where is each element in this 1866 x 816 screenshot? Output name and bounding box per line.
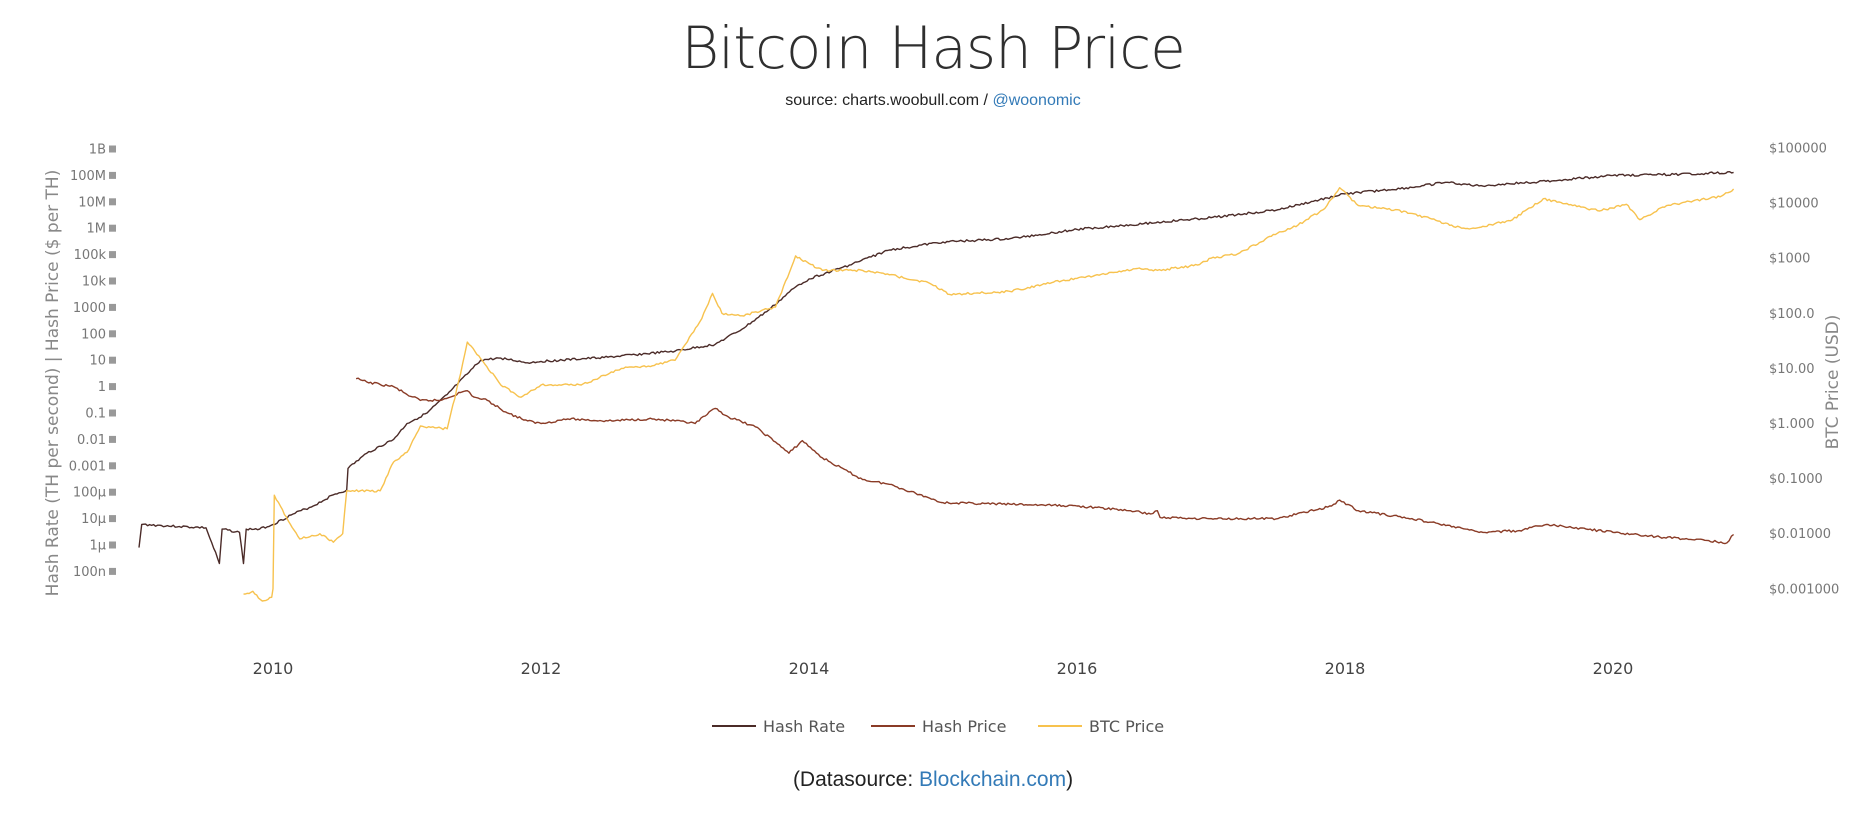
left-tick-marker: [109, 541, 116, 549]
left-tick-marker: [109, 330, 116, 338]
left-tick-label: 1B: [89, 143, 106, 158]
x-axis: 2010 2012 2014 2016 2018 2020: [253, 659, 1634, 678]
right-tick-label: $0.001000: [1769, 582, 1839, 597]
plot-area: [138, 170, 1735, 602]
blockchain-link[interactable]: Blockchain.com: [919, 768, 1067, 791]
right-tick-label: $1.000: [1769, 417, 1815, 432]
woonomic-link[interactable]: @woonomic: [992, 92, 1081, 109]
left-tick-marker: [109, 145, 116, 153]
left-tick-label: 1M: [87, 222, 107, 237]
left-tick-marker: [109, 171, 116, 179]
left-tick-label: 1: [98, 380, 106, 395]
left-tick-marker: [109, 303, 116, 311]
left-tick-label: 1000: [73, 301, 106, 316]
left-tick-label: 10M: [78, 195, 106, 210]
x-tick-label: 2010: [253, 659, 294, 678]
left-axis-title: Hash Rate (TH per second) | Hash Price (…: [43, 170, 63, 597]
left-axis: 1B 100M 10M 1M 100k 10k 1000 100 10 1 0.1 0.01 0.001…: [69, 143, 116, 580]
x-tick-label: 2016: [1057, 659, 1098, 678]
series-line-hash-price: [355, 377, 1735, 545]
left-tick-marker: [109, 251, 116, 259]
left-tick-label: 0.001: [69, 459, 106, 474]
chart-subtitle: source: charts.woobull.com / @woonomic: [0, 92, 1866, 110]
left-tick-label: 10µ: [81, 512, 106, 527]
series-line-btc-price: [243, 186, 1735, 602]
source-text: source: charts.woobull.com /: [785, 92, 993, 109]
left-tick-label: 0.1: [85, 407, 106, 422]
x-tick-label: 2018: [1325, 659, 1366, 678]
right-tick-label: $10.00: [1769, 362, 1815, 377]
left-tick-marker: [109, 198, 116, 206]
right-axis-title: BTC Price (USD): [1823, 315, 1843, 450]
right-tick-label: $100000: [1769, 142, 1827, 157]
datasource-prefix: (Datasource:: [792, 768, 919, 791]
right-tick-label: $0.01000: [1769, 527, 1831, 542]
legend-item-btc-price[interactable]: BTC Price: [1038, 717, 1164, 736]
left-tick-marker: [109, 356, 116, 364]
left-tick-marker: [109, 224, 116, 232]
left-tick-label: 100k: [74, 248, 107, 263]
left-tick-marker: [109, 409, 116, 417]
legend: Hash Rate Hash Price BTC Price: [712, 717, 1164, 736]
left-tick-marker: [109, 488, 116, 496]
left-tick-label: 100µ: [73, 486, 106, 501]
left-tick-marker: [109, 567, 116, 575]
legend-label: Hash Price: [922, 717, 1006, 736]
series-line-hash-rate: [138, 170, 1734, 565]
left-tick-marker: [109, 435, 116, 443]
right-tick-label: $10000: [1769, 197, 1819, 212]
right-tick-label: $1000: [1769, 252, 1810, 267]
legend-label: BTC Price: [1089, 717, 1164, 736]
left-tick-marker: [109, 515, 116, 523]
legend-label: Hash Rate: [763, 717, 845, 736]
right-tick-label: $100.0: [1769, 307, 1815, 322]
left-tick-label: 10k: [82, 275, 107, 290]
legend-item-hash-price[interactable]: Hash Price: [871, 717, 1006, 736]
right-tick-label: $0.1000: [1769, 472, 1823, 487]
left-tick-label: 0.01: [77, 433, 106, 448]
left-tick-label: 100n: [73, 565, 106, 580]
left-tick-label: 10: [89, 354, 106, 369]
chart-title: Bitcoin Hash Price: [681, 14, 1186, 82]
x-tick-label: 2012: [521, 659, 562, 678]
left-tick-label: 1µ: [89, 539, 106, 554]
datasource-note: (Datasource: Blockchain.com): [0, 768, 1866, 792]
x-tick-label: 2020: [1593, 659, 1634, 678]
legend-item-hash-rate[interactable]: Hash Rate: [712, 717, 845, 736]
right-axis: $100000 $10000 $1000 $100.0 $10.00 $1.000 $0.1…: [1769, 142, 1839, 598]
datasource-suffix: ): [1066, 768, 1074, 791]
left-tick-marker: [109, 462, 116, 470]
left-tick-label: 100M: [70, 169, 106, 184]
left-tick-marker: [109, 277, 116, 285]
left-tick-marker: [109, 383, 116, 391]
x-tick-label: 2014: [789, 659, 830, 678]
left-tick-label: 100: [81, 327, 106, 342]
